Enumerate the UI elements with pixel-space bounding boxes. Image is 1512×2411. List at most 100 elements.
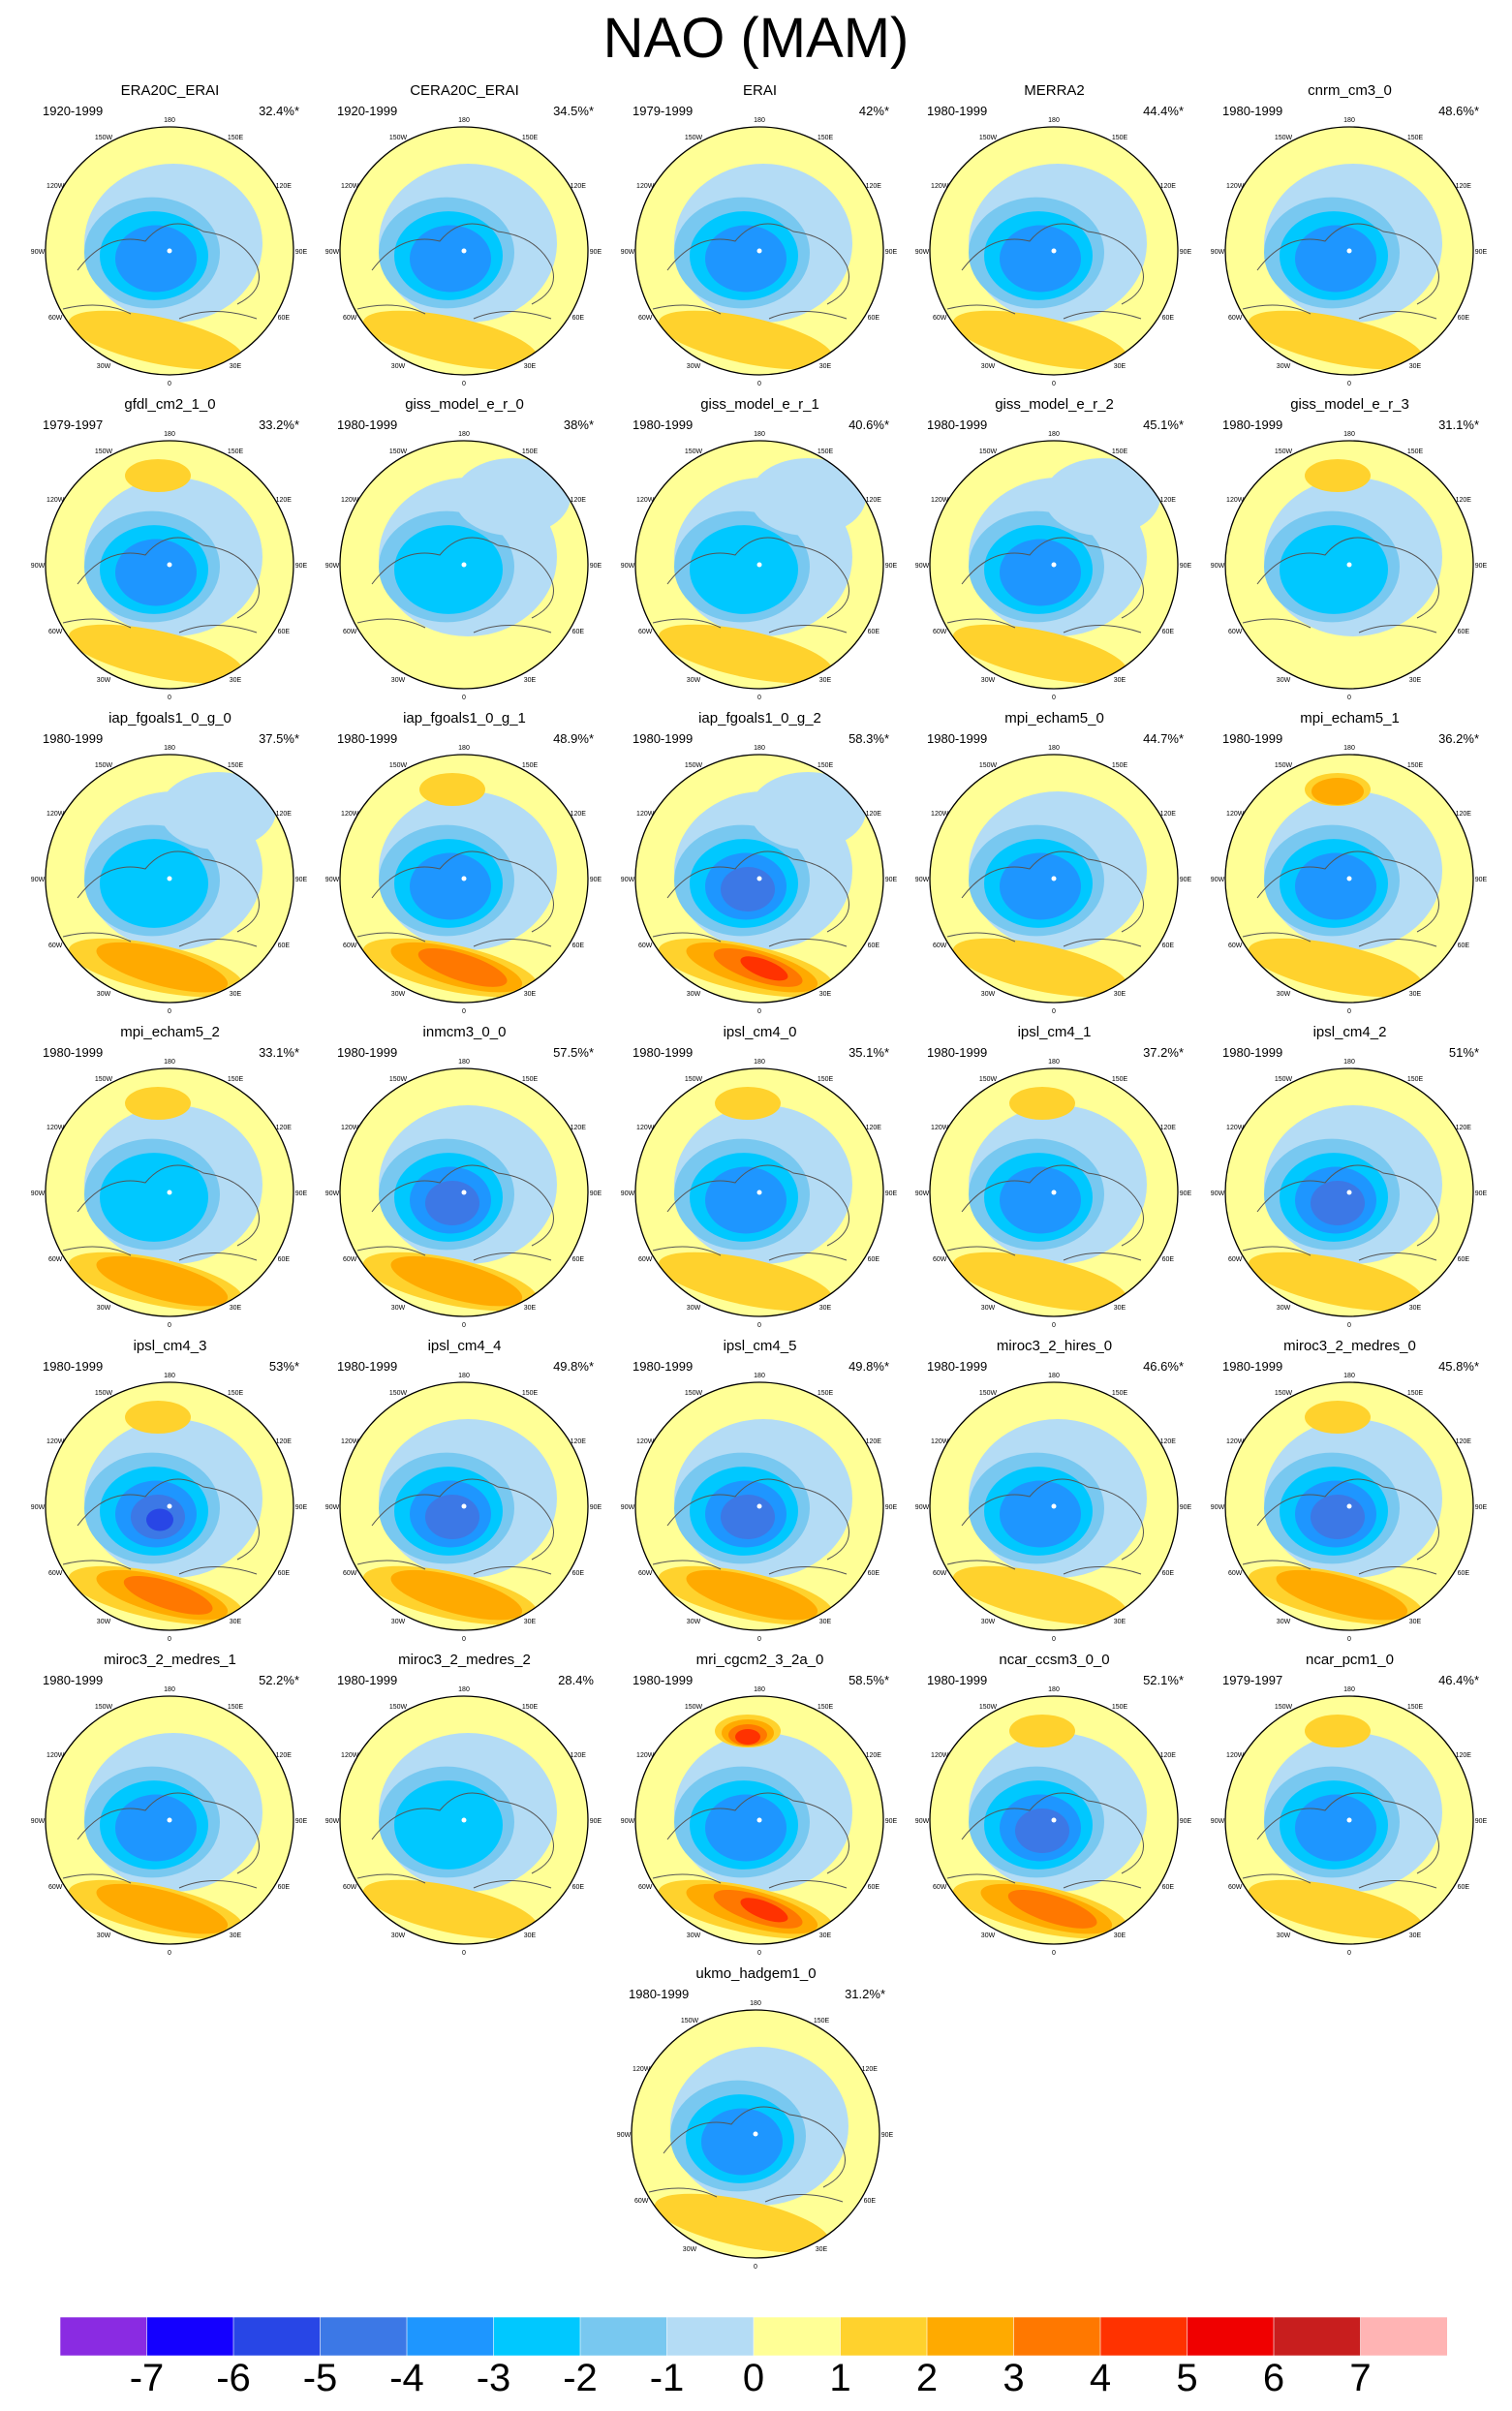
- longitude-label: 180: [458, 1373, 470, 1379]
- north-pole-marker: [756, 562, 762, 568]
- longitude-label: 90E: [881, 2132, 894, 2139]
- longitude-label: 120E: [571, 1438, 587, 1445]
- longitude-label: 120W: [341, 1438, 359, 1445]
- longitude-label: 30W: [687, 363, 701, 370]
- colorbar: -7 -6 -5 -4 -3 -2 -1 0 1 2 3 4 5 6 7: [60, 2317, 1447, 2409]
- longitude-label: 30W: [97, 363, 111, 370]
- longitude-label: 30W: [687, 1619, 701, 1625]
- longitude-label: 120W: [931, 497, 949, 504]
- longitude-label: 60W: [343, 629, 357, 635]
- colorbar-tick-label: -6: [216, 2357, 251, 2399]
- arctic-low-contour: [705, 225, 787, 293]
- north-pole-marker: [1051, 562, 1057, 568]
- longitude-label: 90W: [325, 1818, 340, 1825]
- longitude-label: 150E: [1112, 1390, 1128, 1397]
- longitude-label: 150W: [95, 448, 113, 455]
- colorbar-tick-label: 4: [1089, 2357, 1112, 2399]
- longitude-label: 90W: [621, 877, 635, 883]
- pacific-high-contour: [715, 1087, 781, 1120]
- longitude-label: 90E: [590, 1190, 602, 1197]
- map-field: [635, 1696, 883, 1944]
- longitude-label: 90E: [590, 1504, 602, 1511]
- longitude-label: 60W: [343, 315, 357, 322]
- longitude-label: 30W: [1277, 677, 1291, 684]
- coastline: [648, 2187, 844, 2203]
- panel-period: 1980-1999: [633, 417, 694, 432]
- longitude-label: 180: [458, 1686, 470, 1693]
- longitude-label: 90W: [31, 1818, 46, 1825]
- colorbar-swatch: [1360, 2317, 1447, 2356]
- map-boundary: [1224, 754, 1474, 1004]
- longitude-label: 90E: [590, 563, 602, 570]
- longitude-label: 150W: [979, 1390, 998, 1397]
- longitude-label: 0: [1347, 695, 1351, 700]
- longitude-label: 180: [754, 1686, 765, 1693]
- map-field: [635, 755, 883, 1003]
- coastline: [1256, 850, 1439, 933]
- atlantic-high-contour: [658, 1252, 834, 1312]
- longitude-label: 120E: [276, 183, 293, 190]
- map-panel: mri_cgcm2_3_2a_0 1980-1999 58.5%* 180 150W 15…: [617, 1652, 903, 1957]
- panel-variance: 49.8%*: [553, 1359, 594, 1374]
- north-pole-marker: [1051, 1190, 1057, 1195]
- longitude-label: 60W: [343, 1570, 357, 1577]
- arctic-low-contour: [100, 1153, 208, 1242]
- longitude-label: 0: [462, 1636, 466, 1642]
- coastline: [371, 1478, 554, 1561]
- longitude-label: 90W: [325, 1504, 340, 1511]
- longitude-label: 120W: [1226, 811, 1245, 818]
- coastline: [961, 223, 1144, 305]
- polar-map: 180 150W 150E 120W 120E 90W 90E 60W 60E 30W 30E 0: [621, 1373, 898, 1642]
- longitude-label: 180: [754, 745, 765, 752]
- longitude-label: 90W: [915, 563, 930, 570]
- colorbar-swatch: [406, 2317, 495, 2356]
- arctic-low-contour: [394, 525, 503, 614]
- longitude-label: 0: [1347, 1008, 1351, 1014]
- map-panel: miroc3_2_medres_0 1980-1999 45.8%* 180 150W 1…: [1207, 1338, 1493, 1643]
- panel-title: iap_fgoals1_0_g_2: [698, 710, 821, 726]
- longitude-label: 0: [1052, 1950, 1056, 1956]
- longitude-label: 120W: [636, 497, 655, 504]
- longitude-label: 150W: [685, 1704, 703, 1711]
- coastline: [652, 304, 848, 320]
- map-boundary: [631, 2009, 880, 2259]
- panel-variance: 32.4%*: [259, 104, 299, 118]
- arctic-low-contour: [1295, 1794, 1376, 1862]
- longitude-label: 120W: [46, 1125, 65, 1131]
- panel-variance: 34.5%*: [553, 104, 594, 118]
- arctic-low-contour: [1000, 852, 1081, 920]
- longitude-label: 0: [168, 1950, 171, 1956]
- longitude-label: 150E: [1407, 135, 1424, 141]
- longitude-label: 60E: [1458, 943, 1470, 949]
- map-field: [635, 127, 883, 375]
- panel-period: 1980-1999: [337, 1359, 398, 1374]
- atlantic-high-contour: [68, 310, 244, 370]
- longitude-label: 150W: [389, 1390, 408, 1397]
- north-pole-marker: [1051, 248, 1057, 254]
- arctic-low-contour: [721, 867, 775, 912]
- map-boundary: [634, 126, 884, 376]
- north-pole-marker: [167, 248, 172, 254]
- arctic-low-contour: [1311, 1495, 1365, 1539]
- panel-variance: 33.2%*: [259, 417, 299, 432]
- panel-variance: 33.1%*: [259, 1045, 299, 1060]
- coastline: [356, 304, 552, 320]
- atlantic-high-contour: [952, 310, 1128, 370]
- panel-title: CERA20C_ERAI: [410, 82, 519, 99]
- longitude-label: 30W: [687, 991, 701, 998]
- coastline: [371, 1164, 554, 1247]
- longitude-label: 0: [1347, 1636, 1351, 1642]
- longitude-label: 90W: [915, 249, 930, 256]
- coastline: [62, 932, 258, 947]
- longitude-label: 150E: [1407, 1704, 1424, 1711]
- pacific-high-contour: [1305, 1715, 1371, 1747]
- panel-period: 1980-1999: [43, 1045, 104, 1060]
- colorbar-swatch: [666, 2317, 755, 2356]
- colorbar-swatch: [926, 2317, 1015, 2356]
- longitude-label: 90W: [31, 249, 46, 256]
- colorbar-swatch: [493, 2317, 581, 2356]
- longitude-label: 120E: [866, 1125, 882, 1131]
- panel-title: giss_model_e_r_2: [995, 396, 1114, 413]
- longitude-label: 30E: [524, 363, 537, 370]
- coastline: [62, 1560, 258, 1575]
